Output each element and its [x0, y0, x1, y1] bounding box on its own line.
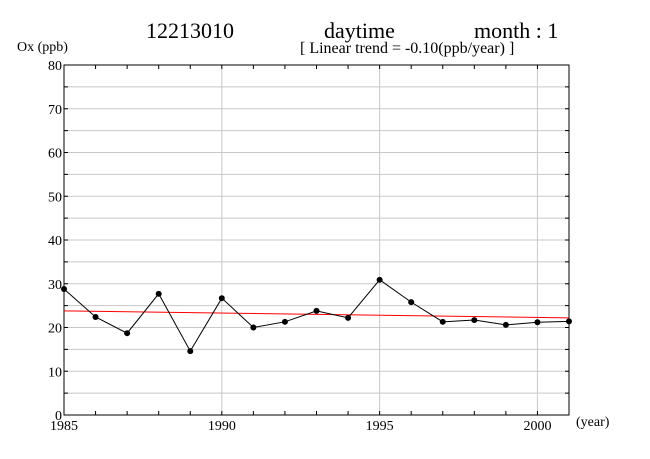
- data-point: [155, 290, 162, 297]
- month-label: month : 1: [474, 18, 559, 43]
- x-tick-label: 1990: [208, 419, 236, 434]
- data-point: [92, 314, 99, 320]
- y-axis-label: Ox (ppb): [17, 40, 68, 55]
- data-point: [218, 295, 225, 302]
- data-point: [187, 348, 194, 355]
- y-tick-label: 60: [48, 147, 62, 162]
- data-point: [281, 318, 288, 325]
- x-tick-label: 1995: [366, 419, 394, 434]
- y-tick-label: 70: [48, 103, 62, 118]
- data-point: [345, 314, 352, 321]
- data-point: [61, 286, 67, 292]
- data-point: [534, 319, 541, 326]
- period-label: daytime: [324, 18, 395, 43]
- x-axis-label: (year): [576, 415, 610, 430]
- trend-line: [63, 310, 570, 319]
- station-id: 12213010: [146, 18, 234, 43]
- x-tick-label: 1985: [50, 419, 78, 434]
- y-tick-label: 20: [48, 322, 62, 337]
- x-tick-label: 2000: [523, 419, 551, 434]
- data-point: [566, 318, 572, 325]
- y-tick-label: 80: [48, 59, 62, 74]
- y-tick-label: 50: [48, 190, 62, 205]
- data-point: [502, 321, 509, 328]
- data-point: [408, 299, 415, 306]
- trend-label: [ Linear trend = -0.10(ppb/year) ]: [300, 40, 515, 57]
- data-point: [376, 276, 383, 283]
- data-point: [471, 317, 478, 324]
- y-tick-label: 0: [55, 409, 62, 424]
- y-tick-label: 30: [48, 278, 62, 293]
- data-point: [313, 307, 320, 314]
- y-tick-label: 40: [48, 234, 62, 249]
- plot-frame: [63, 64, 570, 416]
- series-line: [63, 279, 570, 353]
- data-point: [124, 330, 131, 337]
- data-point: [250, 324, 257, 331]
- data-point: [439, 318, 446, 325]
- y-tick-label: 10: [48, 365, 62, 380]
